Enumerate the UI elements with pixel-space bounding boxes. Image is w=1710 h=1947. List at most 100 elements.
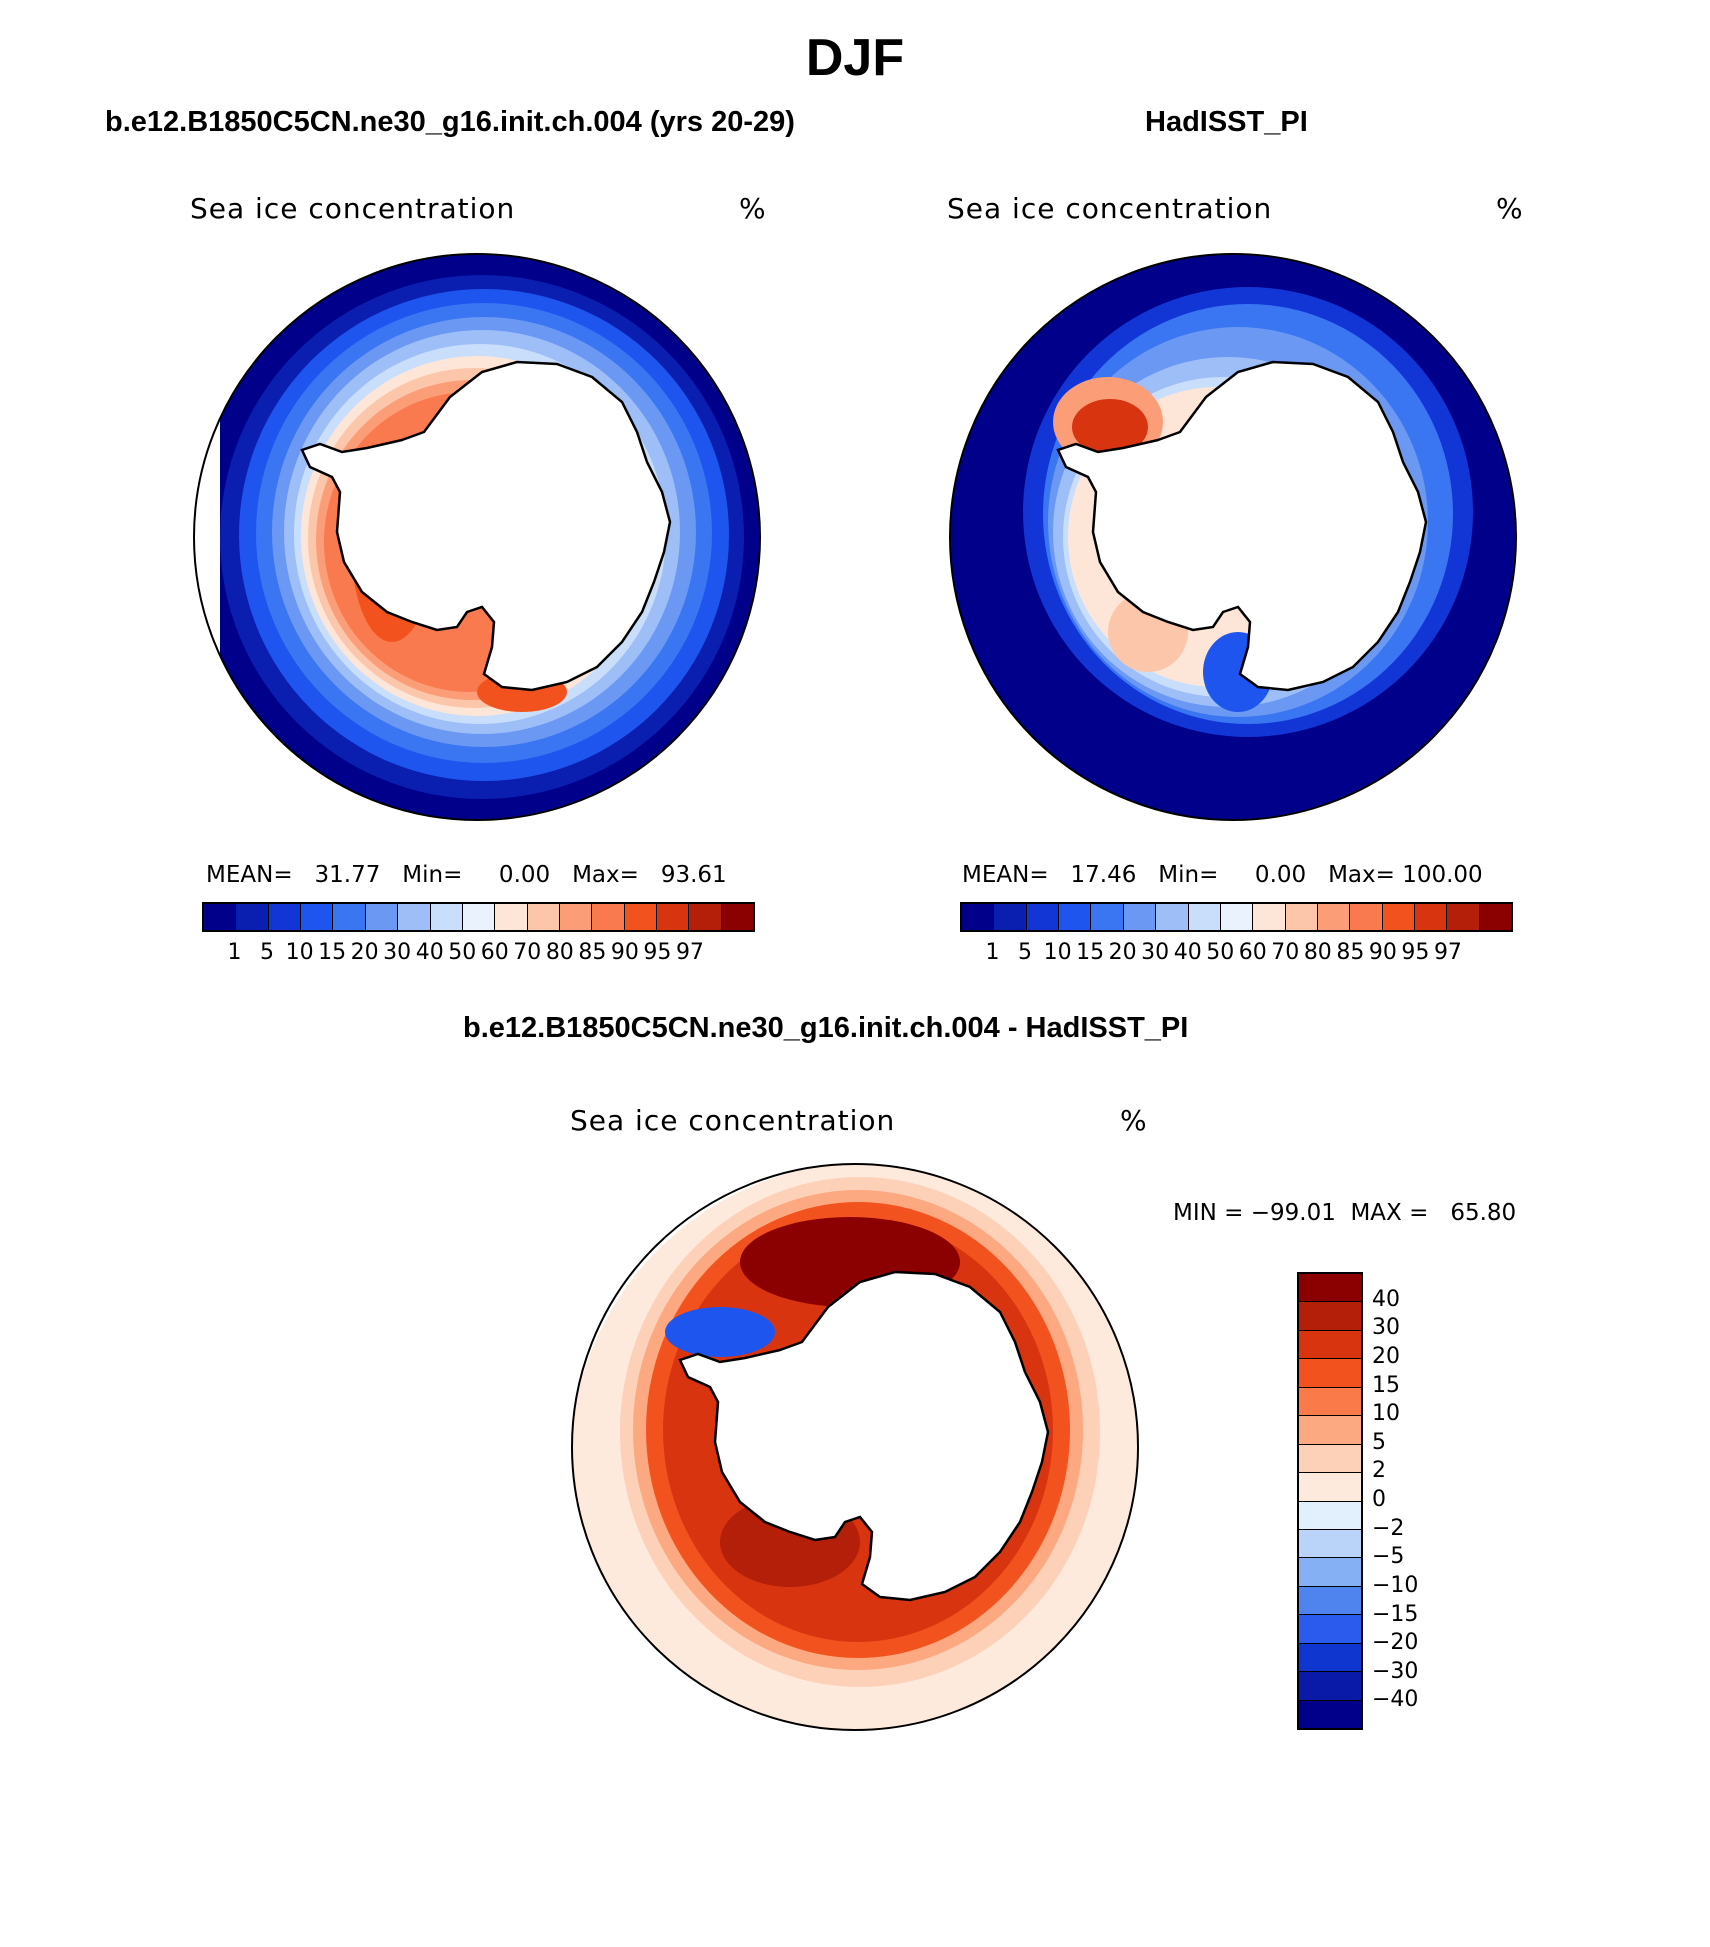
model-map-frame — [193, 253, 761, 821]
diff-colorbar-swatch — [1299, 1529, 1361, 1559]
obs-colorbar-swatch — [1317, 904, 1351, 930]
obs-colorbar-swatch — [1188, 904, 1221, 930]
obs-antarctica-landmass — [1056, 360, 1428, 692]
model-colorbar-tick-label: 15 — [318, 940, 347, 965]
obs-colorbar-tick-label: 60 — [1238, 940, 1267, 965]
model-colorbar-swatch — [333, 904, 366, 930]
model-colorbar-swatch — [398, 904, 431, 930]
diff-colorbar-tick-label: 2 — [1372, 1458, 1386, 1484]
obs-case-title: HadISST_PI — [1145, 106, 1308, 138]
model-colorbar-ticks: 1 5 10 15 20 30 40 50 60 70 80 85 90 95 97 — [202, 940, 755, 970]
obs-map-frame — [949, 253, 1517, 821]
model-colorbar-tick-label: 90 — [610, 940, 639, 965]
model-colorbar-swatch — [301, 904, 334, 930]
diff-colorbar-swatch — [1299, 1473, 1361, 1502]
diff-colorbar-tick-label: −30 — [1372, 1658, 1419, 1684]
obs-colorbar-tick-label: 30 — [1141, 940, 1170, 965]
obs-colorbar-tick-label: 95 — [1401, 940, 1430, 965]
model-colorbar-swatch — [721, 904, 754, 930]
obs-colorbar-swatch — [962, 904, 995, 930]
diff-colorbar — [1297, 1272, 1363, 1730]
diff-colorbar-swatch — [1299, 1643, 1361, 1673]
obs-colorbar-tick-label: 97 — [1433, 940, 1462, 965]
model-colorbar-tick-label: 60 — [480, 940, 509, 965]
obs-colorbar-swatch — [1447, 904, 1480, 930]
obs-colorbar-swatch — [1253, 904, 1286, 930]
model-units-label: % — [739, 192, 767, 225]
model-colorbar — [202, 902, 755, 932]
diff-antarctica-landmass — [678, 1270, 1050, 1602]
diff-colorbar-swatch — [1299, 1274, 1361, 1303]
diff-colorbar-swatch — [1299, 1416, 1361, 1445]
obs-units-label: % — [1496, 192, 1524, 225]
model-colorbar-tick-label: 85 — [578, 940, 607, 965]
diff-colorbar-tick-label: 30 — [1372, 1315, 1400, 1341]
diff-colorbar-tick-label: 10 — [1372, 1401, 1400, 1427]
obs-colorbar-tick-label: 90 — [1368, 940, 1397, 965]
obs-colorbar-tick-label: 80 — [1303, 940, 1332, 965]
obs-colorbar-swatch — [1350, 904, 1383, 930]
diff-colorbar-tick-label: −5 — [1372, 1544, 1405, 1570]
diff-colorbar-swatch — [1299, 1615, 1361, 1644]
diff-colorbar-swatch — [1299, 1586, 1361, 1616]
diff-case-title: b.e12.B1850C5CN.ne30_g16.init.ch.004 - H… — [463, 1012, 1189, 1044]
diff-colorbar-tick-label: 5 — [1372, 1429, 1386, 1455]
model-colorbar-swatch — [430, 904, 463, 930]
obs-colorbar-tick-label: 10 — [1043, 940, 1072, 965]
diff-map-frame — [571, 1163, 1139, 1731]
diff-colorbar-ticks: 40 30 20 15 10 5 2 0 −2 −5 −10 −15 −20 −30 −40 — [1372, 1272, 1452, 1730]
obs-colorbar-tick-label: 50 — [1206, 940, 1235, 965]
diff-colorbar-swatch — [1299, 1444, 1361, 1474]
diff-stats: MIN = −99.01 MAX = 65.80 — [1173, 1200, 1517, 1226]
model-colorbar-swatch — [592, 904, 625, 930]
figure-title: DJF — [805, 29, 905, 87]
model-case-title: b.e12.B1850C5CN.ne30_g16.init.ch.004 (yr… — [105, 106, 795, 138]
obs-colorbar-swatch — [1220, 904, 1254, 930]
diff-colorbar-tick-label: −2 — [1372, 1515, 1405, 1541]
obs-colorbar-ticks: 1 5 10 15 20 30 40 50 60 70 80 85 90 95 97 — [960, 940, 1513, 970]
model-colorbar-swatch — [268, 904, 302, 930]
obs-colorbar-swatch — [1156, 904, 1189, 930]
model-colorbar-tick-label: 30 — [383, 940, 412, 965]
model-colorbar-swatch — [559, 904, 593, 930]
diff-map — [571, 1163, 1139, 1731]
model-colorbar-swatch — [527, 904, 560, 930]
diff-colorbar-tick-label: −20 — [1372, 1630, 1419, 1656]
model-colorbar-swatch — [236, 904, 269, 930]
diff-colorbar-swatch — [1299, 1672, 1361, 1701]
diff-colorbar-tick-label: 20 — [1372, 1343, 1400, 1369]
obs-colorbar-tick-label: 1 — [985, 940, 1000, 965]
model-colorbar-tick-label: 1 — [227, 940, 242, 965]
obs-colorbar-swatch — [1123, 904, 1157, 930]
diff-colorbar-swatch — [1299, 1302, 1361, 1331]
obs-map — [949, 253, 1517, 821]
obs-colorbar-swatch — [1026, 904, 1060, 930]
diff-colorbar-swatch — [1299, 1359, 1361, 1388]
obs-variable-label: Sea ice concentration — [947, 192, 1273, 225]
diff-colorbar-tick-label: 0 — [1372, 1487, 1386, 1512]
model-colorbar-tick-label: 70 — [513, 940, 542, 965]
obs-colorbar-swatch — [1479, 904, 1512, 930]
model-colorbar-swatch — [495, 904, 528, 930]
diff-colorbar-tick-label: 15 — [1372, 1372, 1400, 1398]
model-colorbar-swatch — [462, 904, 496, 930]
obs-colorbar-swatch — [1415, 904, 1448, 930]
model-colorbar-swatch — [204, 904, 237, 930]
model-stats: MEAN= 31.77 Min= 0.00 Max= 93.61 — [206, 862, 727, 888]
obs-colorbar-swatch — [1059, 904, 1092, 930]
diff-colorbar-swatch — [1299, 1558, 1361, 1587]
obs-colorbar-swatch — [1382, 904, 1416, 930]
obs-stats: MEAN= 17.46 Min= 0.00 Max= 100.00 — [962, 862, 1483, 888]
obs-colorbar-swatch — [994, 904, 1027, 930]
diff-units-label: % — [1120, 1104, 1148, 1137]
obs-colorbar-swatch — [1285, 904, 1318, 930]
diff-colorbar-swatch — [1299, 1330, 1361, 1360]
model-colorbar-tick-label: 97 — [675, 940, 704, 965]
obs-colorbar-tick-label: 15 — [1076, 940, 1105, 965]
diff-colorbar-tick-label: −15 — [1372, 1601, 1419, 1627]
diff-colorbar-swatch — [1299, 1700, 1361, 1728]
diff-colorbar-swatch — [1299, 1387, 1361, 1417]
diff-colorbar-tick-label: 40 — [1372, 1286, 1400, 1312]
obs-colorbar-swatch — [1091, 904, 1124, 930]
model-map — [193, 253, 761, 821]
